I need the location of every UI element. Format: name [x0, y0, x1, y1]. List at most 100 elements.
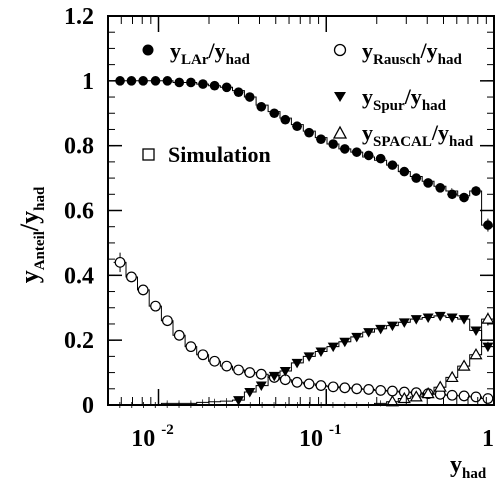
legend-item-lar: yLAr/yhad [142, 38, 250, 68]
ticks-layer [107, 15, 494, 406]
simulation-histogram-1 [113, 261, 494, 399]
point-rausch [291, 376, 303, 388]
point-lar [423, 178, 433, 188]
tick-labels: 0 0.2 0.4 0.6 0.8 1 1.2 10 -2 10 -1 1 [64, 4, 494, 452]
point-lar [316, 134, 326, 144]
data-layer [114, 76, 495, 407]
point-rausch [150, 300, 161, 312]
x-tick-label: 10 -1 [299, 422, 342, 452]
point-spacal [457, 359, 471, 371]
point-lar [340, 144, 350, 154]
point-rausch [114, 256, 126, 268]
legend-marker-open-triangle-up [332, 125, 348, 139]
point-rausch [375, 385, 387, 396]
point-spur [458, 315, 470, 325]
legend-label-simulation: Simulation [168, 142, 271, 167]
point-lar [471, 186, 481, 196]
point-rausch [221, 360, 233, 372]
point-spur [434, 311, 446, 322]
y-tick-label: 1.2 [64, 4, 94, 30]
x-tick-label: 10 -2 [131, 422, 174, 452]
point-lar [399, 166, 410, 177]
y-tick-label: 0.4 [64, 263, 94, 289]
point-lar [292, 121, 302, 132]
x-tick-label: 1 [482, 426, 494, 452]
point-rausch [162, 315, 173, 327]
y-tick-label: 0.8 [64, 134, 94, 160]
point-spacal [409, 390, 423, 402]
y-axis-title: yAnteil/yhad [15, 186, 48, 283]
y-tick-label: 0.2 [64, 328, 94, 354]
point-lar [280, 114, 291, 125]
legend-item-rausch: yRausch/yhad [333, 38, 462, 68]
y-tick-label: 0.6 [64, 199, 94, 225]
point-rausch [458, 390, 470, 402]
point-rausch [197, 349, 209, 361]
point-lar [150, 76, 161, 86]
point-spur [268, 371, 280, 382]
point-spur [363, 328, 375, 338]
point-rausch [327, 381, 339, 393]
legend-marker-open-square [142, 148, 155, 161]
point-spur [375, 324, 387, 335]
legend-item-spacal: ySPACAL/yhad [332, 120, 474, 150]
point-spur [422, 313, 434, 323]
point-lar [328, 139, 338, 149]
point-lar [363, 150, 374, 161]
point-rausch [387, 385, 398, 397]
point-lar [435, 183, 446, 193]
point-rausch [233, 364, 244, 376]
point-spacal [433, 380, 447, 392]
point-spacal [421, 386, 435, 399]
point-lar [387, 160, 398, 170]
point-lar [411, 173, 422, 183]
point-lar [209, 80, 220, 91]
point-rausch [185, 341, 197, 353]
point-lar [162, 76, 173, 86]
point-lar [304, 127, 314, 138]
point-lar [126, 76, 137, 86]
point-spur [303, 352, 315, 362]
point-lar [483, 220, 493, 230]
point-rausch [351, 383, 363, 395]
legend-marker-filled-triangle-down [334, 92, 346, 102]
point-rausch [482, 393, 494, 404]
point-spur [398, 318, 410, 328]
point-lar [459, 192, 469, 203]
point-lar [375, 153, 386, 164]
legend-item-simulation: Simulation [142, 142, 271, 167]
point-spur [339, 337, 351, 348]
point-rausch [446, 389, 458, 401]
plot-frame [107, 15, 495, 406]
point-rausch [339, 382, 351, 394]
point-spur [291, 358, 303, 369]
legend-label-spacal: ySPACAL/yhad [362, 120, 474, 150]
point-rausch [126, 271, 137, 283]
point-spacal [481, 312, 495, 324]
y-tick-label: 1 [82, 69, 94, 95]
point-spacal [469, 348, 483, 360]
x-axis-title: yhad [450, 452, 487, 482]
point-lar [244, 92, 255, 102]
point-rausch [137, 284, 149, 296]
point-lar [198, 79, 208, 89]
point-lar [174, 77, 185, 88]
point-spacal [397, 391, 411, 404]
legend-item-spur: ySpur/yhad [334, 84, 447, 114]
point-spur [410, 315, 422, 325]
point-spur [470, 326, 482, 336]
point-lar [447, 189, 457, 200]
point-spacal [445, 370, 459, 383]
point-rausch [303, 378, 315, 390]
legend-label-lar: yLAr/yhad [170, 38, 250, 68]
point-lar [138, 76, 148, 86]
point-spur [386, 321, 398, 332]
point-lar [221, 82, 232, 93]
point-spur [327, 342, 339, 353]
legend-label-spur: ySpur/yhad [362, 84, 447, 114]
point-spur [446, 313, 458, 323]
point-lar [233, 87, 244, 97]
point-spur [482, 342, 494, 353]
point-spur [315, 347, 327, 358]
